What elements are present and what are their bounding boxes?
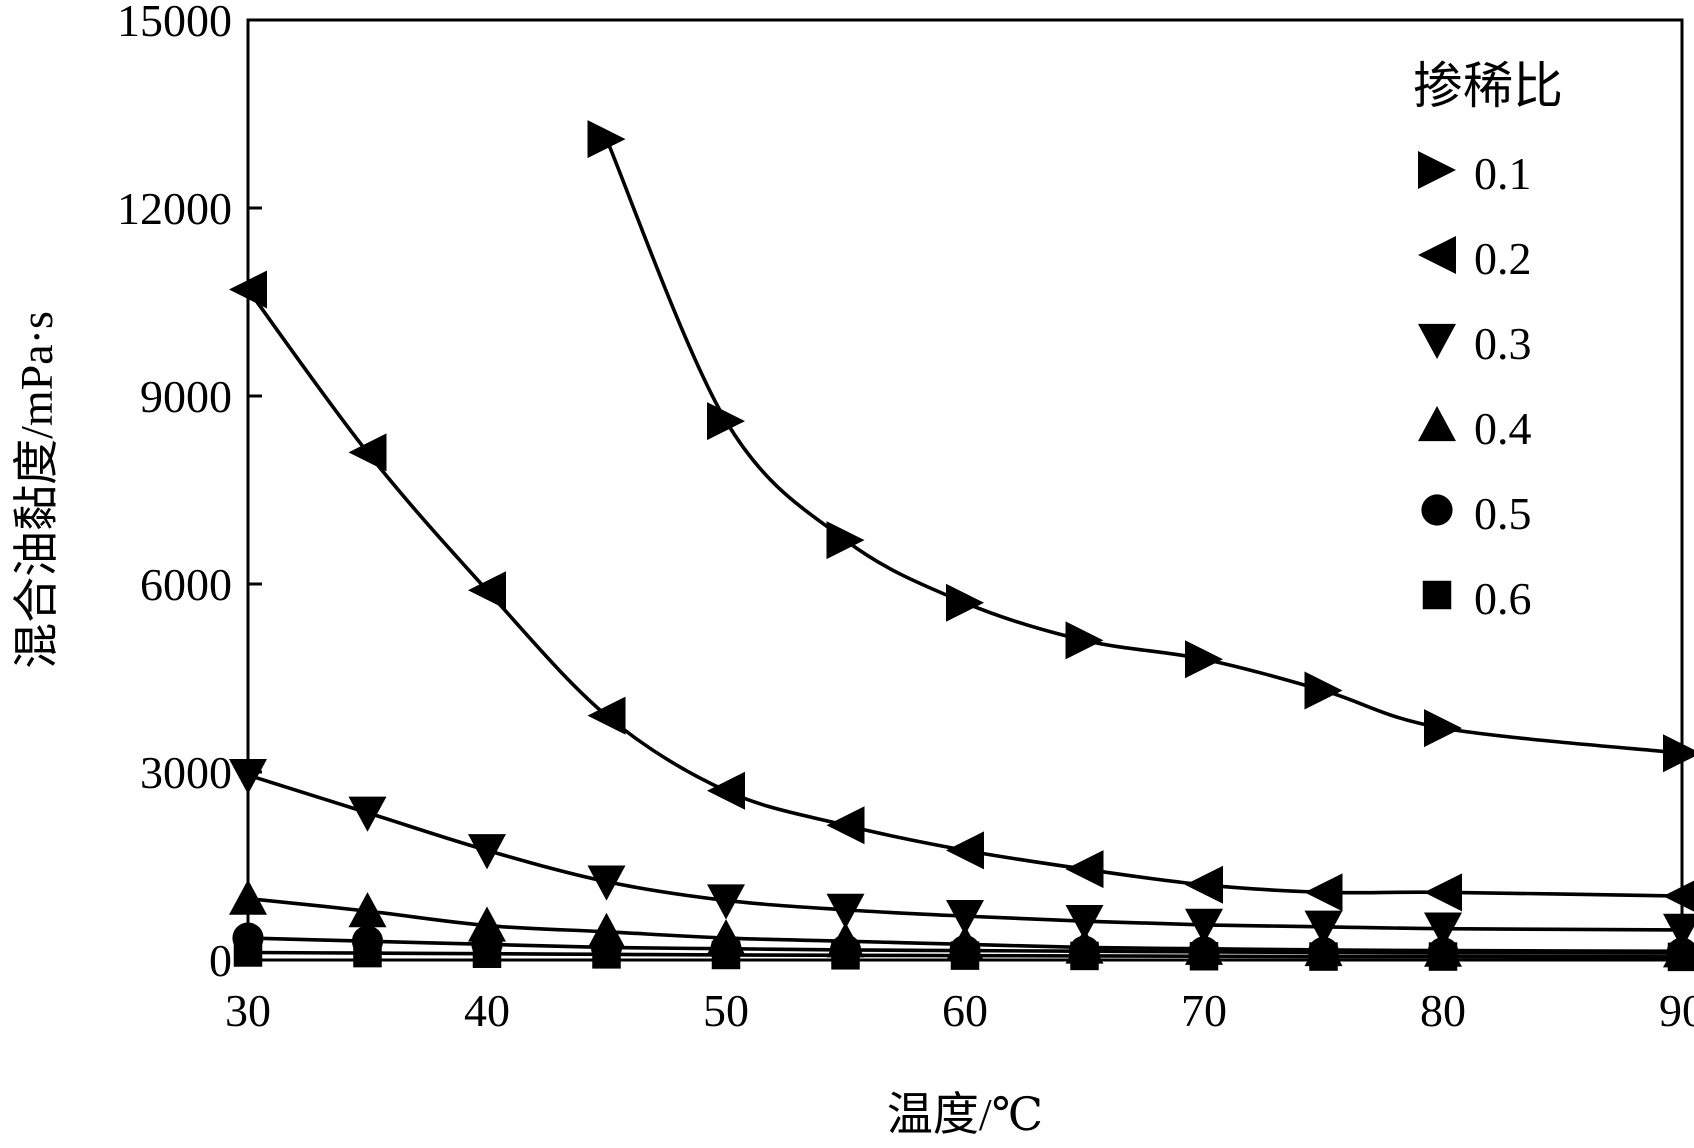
- x-tick-label: 80: [1420, 985, 1466, 1036]
- legend-label: 0.6: [1474, 573, 1532, 624]
- y-axis-ticks: 0 3000 6000 9000 12000 15000: [117, 0, 262, 986]
- x-tick-label: 60: [942, 985, 988, 1036]
- legend-item: 0.4: [1418, 403, 1532, 454]
- y-tick-label: 15000: [117, 0, 232, 46]
- legend-marker: [1418, 324, 1456, 359]
- legend: 掺稀比 0.1 0.2 0.3 0.4 0.5 0.6: [1413, 58, 1563, 624]
- data-point: [827, 521, 865, 559]
- legend-marker: [1423, 581, 1452, 610]
- data-point: [229, 759, 267, 794]
- data-point: [831, 941, 860, 970]
- y-tick-label: 3000: [140, 747, 232, 798]
- data-point: [1185, 866, 1223, 904]
- legend-item: 0.2: [1418, 233, 1532, 284]
- data-point: [1309, 942, 1338, 971]
- x-tick-label: 70: [1181, 985, 1227, 1036]
- x-axis-label: 温度/℃: [887, 1089, 1043, 1140]
- data-point: [353, 939, 382, 968]
- legend-item: 0.5: [1421, 488, 1531, 539]
- data-point: [349, 797, 387, 832]
- x-tick-label: 30: [225, 985, 271, 1036]
- legend-marker: [1418, 151, 1456, 189]
- data-point: [229, 880, 267, 915]
- data-point: [827, 806, 865, 844]
- data-point: [707, 772, 745, 810]
- legend-title: 掺稀比: [1413, 58, 1563, 114]
- legend-label: 0.1: [1474, 148, 1532, 199]
- data-point: [1305, 873, 1343, 911]
- legend-item: 0.1: [1418, 148, 1532, 199]
- y-tick-label: 0: [209, 935, 232, 986]
- x-tick-label: 50: [703, 985, 749, 1036]
- y-tick-label: 6000: [140, 559, 232, 610]
- data-point: [468, 834, 506, 869]
- data-point: [1066, 621, 1104, 659]
- data-point: [1663, 734, 1694, 772]
- legend-label: 0.4: [1474, 403, 1532, 454]
- data-point: [1066, 850, 1104, 888]
- data-point: [592, 940, 621, 969]
- x-tick-label: 90: [1659, 985, 1694, 1036]
- data-point: [1305, 672, 1343, 710]
- plot-frame: [248, 20, 1682, 960]
- legend-marker: [1421, 494, 1452, 525]
- data-point: [588, 120, 626, 158]
- data-point: [707, 402, 745, 440]
- data-point: [1185, 640, 1223, 678]
- legend-label: 0.3: [1474, 318, 1532, 369]
- legend-label: 0.5: [1474, 488, 1532, 539]
- legend-label: 0.2: [1474, 233, 1532, 284]
- data-point: [1070, 942, 1099, 971]
- data-point: [349, 433, 387, 471]
- legend-item: 0.3: [1418, 318, 1532, 369]
- y-axis-label: 混合油黏度/mPa·s: [11, 311, 62, 669]
- series-line: [248, 289, 1682, 896]
- x-tick-label: 40: [464, 985, 510, 1036]
- legend-item: 0.6: [1423, 573, 1532, 624]
- data-point: [946, 584, 984, 622]
- data-point: [1663, 877, 1694, 915]
- y-tick-label: 9000: [140, 371, 232, 422]
- data-point: [946, 831, 984, 869]
- legend-marker: [1418, 406, 1456, 441]
- data-point: [1424, 873, 1462, 911]
- data-point: [1424, 709, 1462, 747]
- legend-marker: [1418, 236, 1456, 274]
- y-tick-label: 12000: [117, 183, 232, 234]
